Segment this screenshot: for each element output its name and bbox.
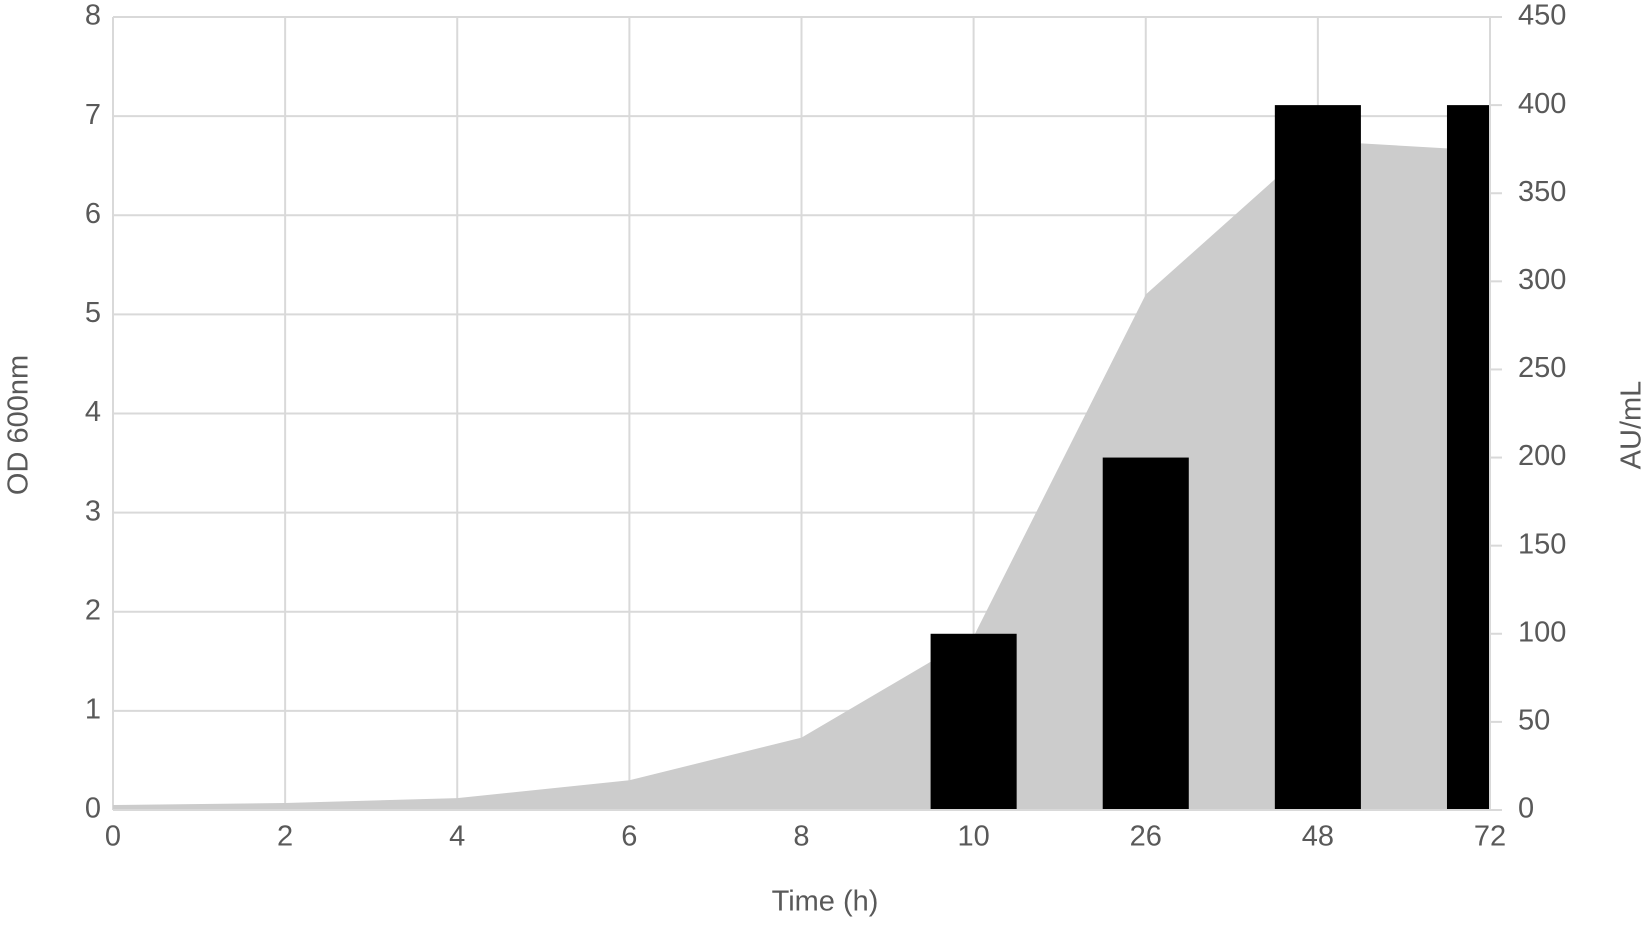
y2-tick-label: 400 xyxy=(1518,88,1566,120)
x-tick-label: 4 xyxy=(449,821,465,853)
bar xyxy=(1446,105,1490,810)
x-tick-label: 0 xyxy=(105,821,121,853)
y2-tick-label: 200 xyxy=(1518,440,1566,472)
y2-axis-title: AU/mL xyxy=(1616,381,1648,470)
x-tick-label: 26 xyxy=(1130,821,1162,853)
y2-tick-label: 300 xyxy=(1518,264,1566,296)
y2-tick-label: 0 xyxy=(1518,793,1534,825)
y-tick-label: 8 xyxy=(85,0,101,32)
bar xyxy=(930,633,1017,810)
y2-tick-label: 150 xyxy=(1518,528,1566,560)
y-tick-label: 6 xyxy=(85,198,101,230)
y-tick-label: 0 xyxy=(85,793,101,825)
x-tick-label: 10 xyxy=(957,821,989,853)
x-tick-label: 48 xyxy=(1302,821,1334,853)
bar xyxy=(1102,457,1189,810)
y2-tick-label: 250 xyxy=(1518,352,1566,384)
y-tick-label: 3 xyxy=(85,495,101,527)
y2-tick-label: 50 xyxy=(1518,705,1550,737)
bar xyxy=(1274,105,1361,810)
x-tick-label: 6 xyxy=(621,821,637,853)
y-axis-title: OD 600nm xyxy=(3,355,35,495)
y-tick-label: 1 xyxy=(85,694,101,726)
x-tick-label: 72 xyxy=(1474,821,1506,853)
plot-area xyxy=(113,105,1490,810)
y-tick-label: 2 xyxy=(85,594,101,626)
x-tick-label: 8 xyxy=(793,821,809,853)
y2-tick-label: 100 xyxy=(1518,616,1566,648)
x-axis-title: Time (h) xyxy=(772,886,879,918)
x-tick-label: 2 xyxy=(277,821,293,853)
y-tick-label: 5 xyxy=(85,297,101,329)
y-tick-label: 4 xyxy=(85,396,101,428)
y2-tick-label: 350 xyxy=(1518,176,1566,208)
y2-tick-label: 450 xyxy=(1518,0,1566,32)
y-tick-label: 7 xyxy=(85,99,101,131)
